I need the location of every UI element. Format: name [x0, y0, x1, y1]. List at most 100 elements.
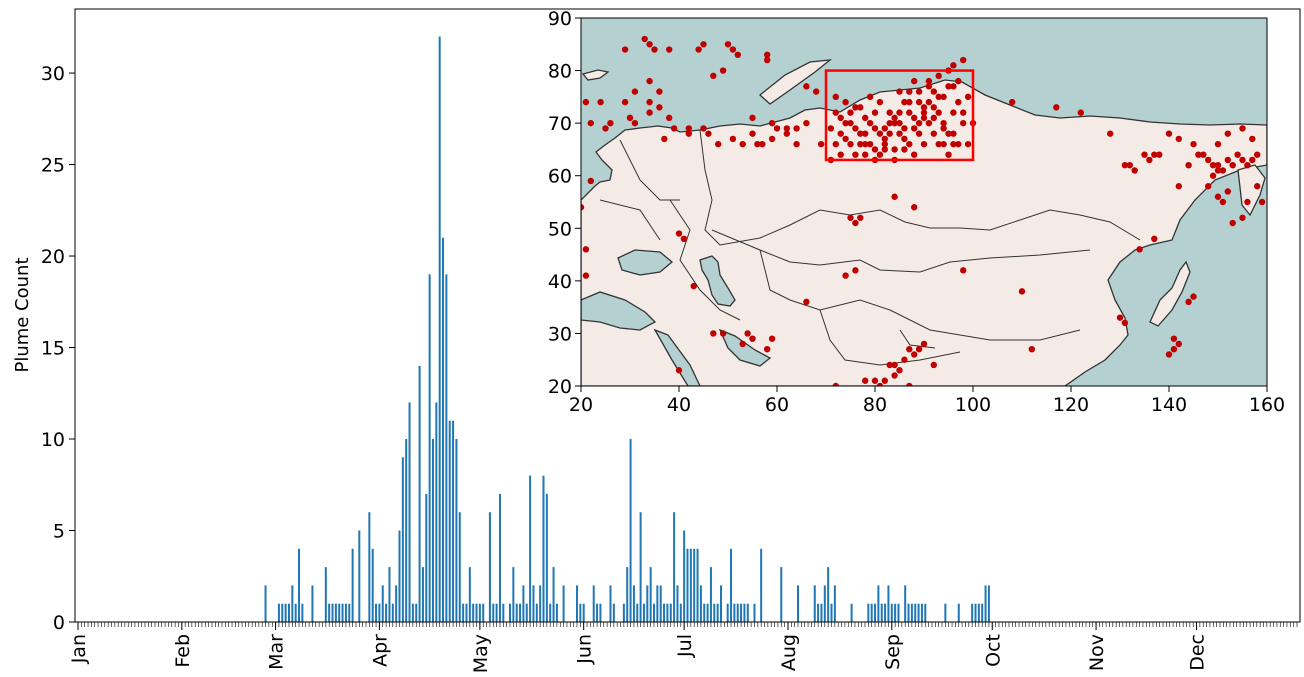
map-svalbard: [581, 69, 610, 81]
bar: [917, 603, 920, 622]
plume-point: [901, 146, 908, 153]
bar: [344, 603, 347, 622]
plume-point: [852, 219, 859, 227]
plume-point: [1214, 140, 1222, 148]
main-x-ticks: Jan Feb Mar Apr May Jun Jul Aug Sep Oct Nov Dec: [68, 622, 1298, 673]
plume-point: [955, 98, 962, 106]
plume-point: [582, 98, 590, 106]
plume-point: [1249, 135, 1256, 143]
bar: [753, 603, 756, 622]
map-x-tick-label: 60: [765, 394, 789, 416]
plume-point: [842, 272, 849, 279]
plume-point: [739, 340, 746, 348]
plume-point: [803, 83, 810, 90]
plume-point: [1224, 156, 1232, 164]
map-mediterranean: [581, 291, 657, 331]
bar: [452, 420, 455, 622]
bar: [820, 603, 823, 622]
plume-point: [700, 41, 707, 48]
bar: [890, 603, 893, 622]
plume-point: [675, 230, 683, 237]
plume-point: [695, 46, 702, 53]
plume-point: [940, 119, 947, 127]
bar: [659, 585, 662, 622]
plume-point: [1195, 151, 1202, 158]
plume-point: [1200, 151, 1207, 158]
plume-point: [901, 125, 908, 132]
bar: [920, 603, 923, 622]
map-y-tick-label: 40: [548, 271, 572, 293]
plume-point: [1077, 109, 1085, 116]
bar: [579, 603, 582, 622]
plume-point: [876, 130, 884, 137]
plume-point: [621, 46, 629, 53]
plume-point: [837, 151, 844, 158]
plume-point: [906, 109, 913, 116]
plume-point: [960, 109, 967, 116]
plume-point: [925, 77, 933, 85]
x-tick-label: Jun: [574, 634, 596, 665]
x-tick-label: Aug: [778, 634, 800, 671]
bar: [987, 585, 990, 622]
bar: [877, 585, 880, 622]
bar: [311, 585, 314, 622]
plume-point: [930, 88, 937, 95]
plume-point: [773, 125, 781, 132]
map-black-sea: [617, 249, 674, 276]
plume-point: [842, 119, 849, 127]
bar: [696, 548, 699, 622]
plume-point: [1185, 298, 1192, 306]
bar: [539, 585, 542, 622]
plume-point: [915, 98, 923, 106]
plume-point: [930, 361, 937, 369]
bar: [445, 274, 448, 622]
bar: [431, 439, 434, 622]
plume-point: [666, 46, 673, 53]
bar: [351, 548, 354, 622]
plume-point: [911, 204, 918, 211]
x-tick-label: Feb: [172, 634, 194, 668]
plume-point: [631, 88, 639, 95]
x-tick-label: Nov: [1086, 634, 1108, 671]
plume-point: [842, 135, 849, 143]
bar: [689, 548, 692, 622]
plume-point: [950, 109, 957, 116]
bar: [435, 402, 438, 622]
plume-point: [607, 119, 614, 127]
plume-point: [764, 56, 771, 64]
plume-point: [1009, 98, 1016, 106]
plume-point: [945, 130, 952, 137]
plume-point: [1151, 235, 1158, 242]
plume-point: [1156, 151, 1163, 158]
bar: [284, 603, 287, 622]
plume-point: [1126, 162, 1134, 169]
plume-point: [964, 140, 972, 148]
plume-point: [783, 125, 790, 132]
bar: [348, 603, 351, 622]
bar: [639, 512, 642, 622]
plume-point: [935, 93, 942, 101]
plume-point: [920, 340, 928, 348]
plume-point: [876, 151, 884, 158]
plume-point: [852, 104, 859, 111]
plume-point: [631, 119, 639, 127]
bar: [418, 365, 421, 622]
map-x-tick-label: 20: [569, 394, 593, 416]
plume-point: [886, 109, 893, 116]
plume-point: [803, 119, 810, 127]
bar: [914, 603, 917, 622]
bar: [291, 585, 294, 622]
map-y-ticks: 20 30 40 50 60 70 80 90: [548, 8, 581, 398]
bar: [609, 585, 612, 622]
plume-point: [715, 140, 722, 148]
bar: [646, 585, 649, 622]
bar: [649, 567, 652, 622]
plume-point: [945, 151, 952, 158]
plume-point: [1254, 183, 1261, 190]
bar: [385, 603, 388, 622]
bar: [428, 274, 431, 622]
y-tick-label: 25: [41, 155, 65, 177]
bar: [813, 585, 816, 622]
map-y-tick-label: 70: [548, 113, 572, 135]
plume-point: [581, 204, 585, 211]
